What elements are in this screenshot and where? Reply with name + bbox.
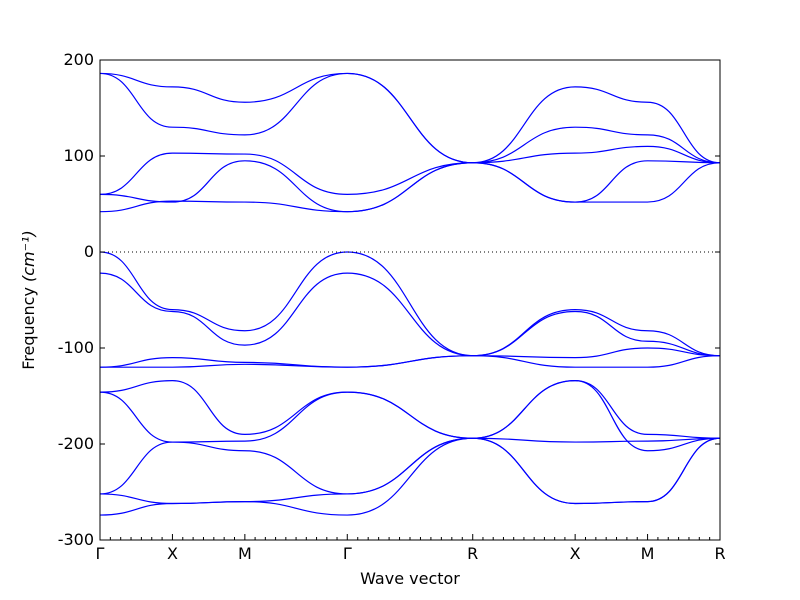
y-tick-label: 0 (84, 242, 94, 261)
band-line (99, 391, 721, 443)
band-line (99, 272, 721, 357)
y-axis-label-text: Frequency (19, 282, 38, 370)
x-axis-label: Wave vector (360, 569, 460, 588)
band-curves (99, 72, 721, 516)
y-axis-label: Frequency (cm⁻¹) (19, 230, 38, 369)
band-line (100, 355, 721, 368)
band-line (99, 251, 721, 357)
x-tick-label: X (167, 544, 178, 563)
x-tick-label: M (641, 544, 655, 563)
x-tick-label: R (467, 544, 478, 563)
band-line (99, 437, 721, 516)
y-axis-ticks: -300 -200 -100 0 100 200 (58, 50, 720, 549)
band-line (99, 162, 721, 213)
band-line (99, 72, 721, 164)
band-line (99, 380, 721, 439)
band-line (99, 437, 721, 505)
x-tick-label: Γ (96, 544, 105, 563)
y-axis-label-unit: (cm⁻¹) (19, 230, 38, 282)
band-line (99, 145, 721, 196)
y-tick-label: -100 (58, 338, 94, 357)
y-tick-label: -200 (58, 434, 94, 453)
y-tick-label: -300 (58, 530, 94, 549)
x-tick-label: M (238, 544, 252, 563)
plot-frame (99, 59, 721, 541)
y-tick-label: 100 (63, 146, 94, 165)
x-tick-label: Γ (343, 544, 352, 563)
y-tick-label: 200 (63, 50, 94, 69)
x-tick-label: R (714, 544, 725, 563)
band-line (99, 347, 721, 368)
band-line (99, 160, 721, 213)
x-tick-label: X (570, 544, 581, 563)
